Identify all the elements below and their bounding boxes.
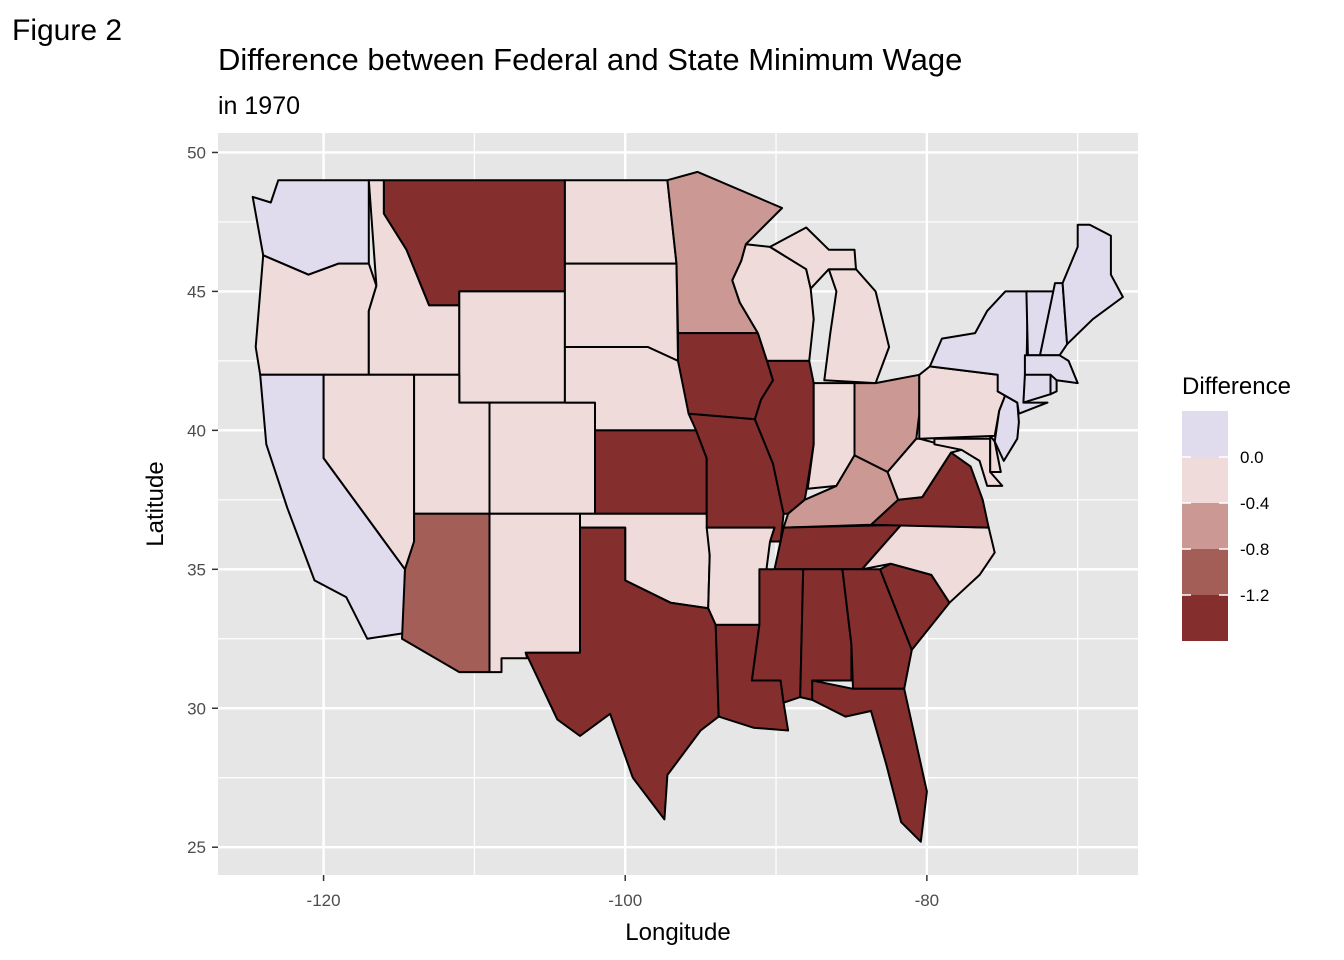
legend-swatch (1182, 595, 1228, 641)
legend-label: -0.4 (1240, 494, 1269, 513)
legend-label: -1.2 (1240, 586, 1269, 605)
legend-swatch (1182, 411, 1228, 457)
x-tick-label: -120 (307, 891, 341, 910)
y-tick-label: 25 (187, 838, 206, 857)
x-tick-label: -80 (915, 891, 940, 910)
state-nd (563, 179, 678, 265)
state-nm (488, 512, 581, 674)
state-shapes (251, 170, 1124, 843)
state-wy (458, 290, 566, 404)
y-tick-label: 30 (187, 699, 206, 718)
y-axis-title: Latitude (142, 461, 169, 546)
map-subtitle: in 1970 (218, 92, 301, 120)
legend-label: 0.0 (1240, 448, 1264, 467)
legend: Difference 0.0 -0.4 -0.8 -1.2 (1182, 373, 1291, 641)
y-tick-label: 40 (187, 421, 206, 440)
legend-swatch (1182, 503, 1228, 549)
legend-title: Difference (1182, 373, 1291, 400)
y-tick-label: 45 (187, 282, 206, 301)
state-co (488, 401, 596, 515)
legend-swatch (1182, 457, 1228, 503)
state-ks (594, 429, 708, 515)
y-tick-label: 50 (187, 143, 206, 162)
state-fl (811, 679, 928, 843)
state-nh (1039, 282, 1069, 357)
x-axis-title: Longitude (625, 919, 730, 946)
state-or (254, 254, 378, 376)
state-tx (524, 526, 720, 821)
state-ri (1049, 373, 1058, 396)
state-de (989, 434, 1002, 473)
x-tick-label: -100 (608, 891, 642, 910)
map-title: Difference between Federal and State Min… (218, 42, 963, 77)
state-mi-up (769, 226, 857, 290)
y-tick-label: 35 (187, 560, 206, 579)
state-me (1061, 223, 1124, 346)
figure-label: Figure 2 (12, 14, 123, 47)
axis-ticks: -120 -100 -80 25 30 35 40 45 50 (187, 143, 939, 910)
legend-label: -0.8 (1240, 540, 1269, 559)
state-al (799, 568, 853, 701)
legend-swatch (1182, 549, 1228, 595)
state-pa (918, 365, 1008, 440)
state-wv (886, 437, 963, 501)
